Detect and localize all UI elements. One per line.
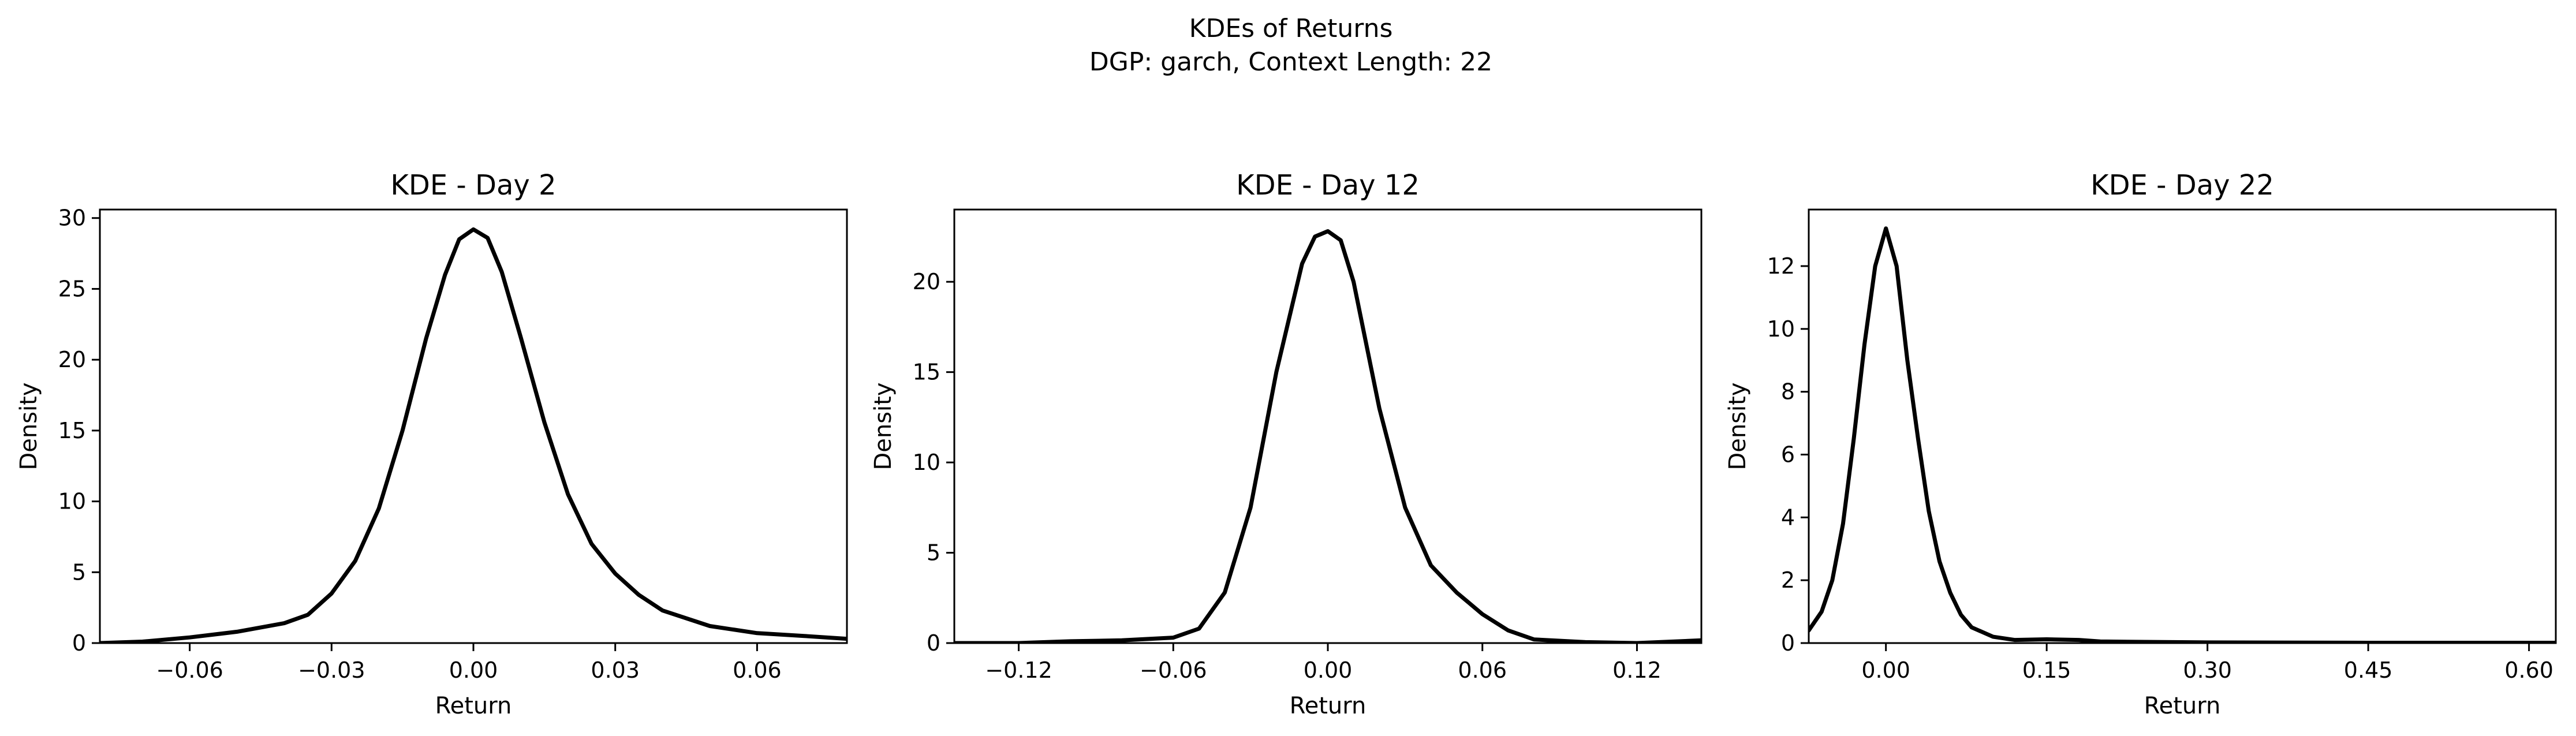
y-tick-label: 25 (58, 276, 86, 301)
y-tick-label: 20 (58, 347, 86, 372)
y-tick-label: 5 (927, 540, 940, 566)
kde-panel-2: −0.12 −0.06 0.00 0.06 0.12 0 5 10 15 20 KDE - Day … (870, 169, 1703, 719)
panel-title: KDE - Day 2 (390, 169, 556, 201)
y-tick-label: 20 (913, 269, 940, 294)
x-tick-label: 0.60 (2504, 657, 2553, 683)
y-tick-label: 30 (58, 206, 86, 231)
y-tick-label: 15 (913, 360, 940, 385)
figure-title-line2: DGP: garch, Context Length: 22 (1089, 47, 1492, 77)
y-tick-label: 4 (1781, 505, 1795, 530)
kde-curve (954, 229, 1701, 643)
x-tick-label: −0.06 (156, 657, 223, 683)
x-axis-label: Return (435, 693, 512, 719)
x-tick-label: 0.00 (1861, 657, 1910, 683)
x-tick-label: 0.06 (1458, 657, 1507, 683)
kde-panel-3: 0.00 0.15 0.30 0.45 0.60 0 2 4 6 8 10 12 KDE - Day 2… (1724, 169, 2557, 719)
y-tick-label: 2 (1781, 567, 1795, 593)
y-axis-label: Density (1724, 382, 1751, 470)
x-tick-label: −0.06 (1140, 657, 1207, 683)
x-tick-label: 0.00 (449, 657, 498, 683)
y-tick-label: 0 (1781, 630, 1795, 656)
plot-frame (1808, 208, 2557, 644)
panel-title: KDE - Day 22 (2090, 169, 2274, 201)
y-axis-label: Density (870, 382, 897, 470)
kde-curve (100, 227, 847, 643)
x-tick-label: 0.03 (591, 657, 640, 683)
kde-curve (1809, 226, 2556, 643)
y-tick-label: 0 (72, 630, 86, 656)
y-tick-label: 15 (58, 418, 86, 443)
x-tick-label: 0.06 (733, 657, 782, 683)
figure-title-line1: KDEs of Returns (1189, 14, 1393, 43)
x-tick-label: −0.12 (985, 657, 1052, 683)
y-tick-label: 5 (72, 559, 86, 585)
y-tick-label: 12 (1767, 253, 1795, 279)
kde-panel-1: −0.06 −0.03 0.00 0.03 0.06 0 5 10 15 20 25 30 KDE - … (16, 169, 848, 719)
x-tick-label: 0.00 (1304, 657, 1353, 683)
x-tick-label: 0.15 (2022, 657, 2071, 683)
panel-title: KDE - Day 12 (1236, 169, 1420, 201)
y-tick-label: 10 (58, 489, 86, 514)
x-tick-label: 0.30 (2183, 657, 2232, 683)
y-tick-label: 6 (1781, 442, 1795, 467)
y-tick-label: 10 (913, 450, 940, 475)
x-axis-label: Return (1290, 693, 1367, 719)
y-tick-label: 0 (927, 630, 940, 656)
y-tick-label: 10 (1767, 316, 1795, 342)
y-tick-label: 8 (1781, 379, 1795, 405)
x-axis-label: Return (2144, 693, 2221, 719)
x-tick-label: −0.03 (298, 657, 365, 683)
x-tick-label: 0.45 (2344, 657, 2393, 683)
y-axis-label: Density (16, 382, 42, 470)
x-tick-label: 0.12 (1612, 657, 1662, 683)
